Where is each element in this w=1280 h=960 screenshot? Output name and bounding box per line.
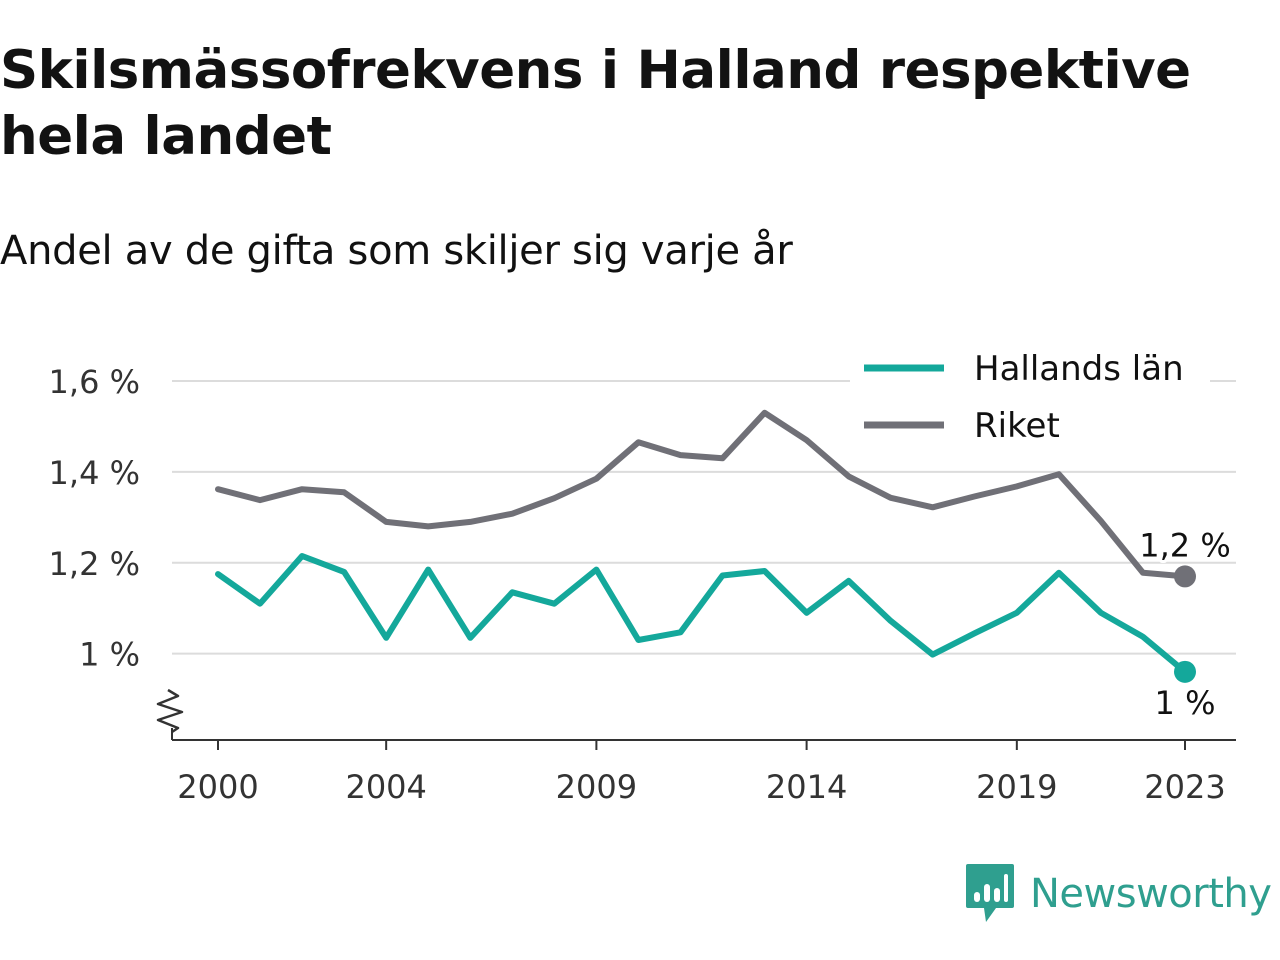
x-tick-label: 2014 — [766, 768, 847, 806]
series-line-riket — [215, 409, 1188, 580]
y-tick-label: 1 % — [79, 636, 140, 674]
axes: 1 % 1,2 % 1,4 % 1,6 % 2000 2004 2009 2014 2019 20… — [49, 363, 1236, 806]
chart-subtitle: Andel av de gifta som skiljer sig varje … — [0, 228, 793, 274]
end-labels: 1 % 1,2 % — [1136, 523, 1233, 724]
end-value-label: 1,2 % — [1139, 526, 1230, 564]
x-tick-label: 2000 — [177, 768, 258, 806]
legend: Hallands län Riket — [850, 346, 1210, 446]
x-tick-label: 2004 — [345, 768, 426, 806]
series-lines — [215, 409, 1196, 683]
series-end-point — [1174, 660, 1196, 683]
series-line-hallands-lan — [215, 553, 1188, 675]
x-tick-label: 2019 — [976, 768, 1057, 806]
series-end-point — [1174, 565, 1196, 588]
y-tick-label: 1,6 % — [49, 363, 140, 401]
chart-title: Skilsmässofrekvens i Halland respektive … — [0, 40, 1191, 167]
legend-background — [850, 346, 1210, 446]
brand-name: Newsworthy — [1030, 871, 1272, 917]
x-tick-label: 2023 — [1144, 768, 1225, 806]
axis-break-icon — [156, 688, 184, 734]
x-tick-label: 2009 — [556, 768, 637, 806]
legend-label: Riket — [974, 406, 1060, 446]
legend-label: Hallands län — [974, 349, 1184, 389]
end-value-label: 1 % — [1155, 684, 1216, 722]
y-tick-label: 1,2 % — [49, 545, 140, 583]
newsworthy-logo-icon — [966, 864, 1014, 922]
brand: Newsworthy — [964, 862, 1272, 926]
y-tick-label: 1,4 % — [49, 454, 140, 492]
